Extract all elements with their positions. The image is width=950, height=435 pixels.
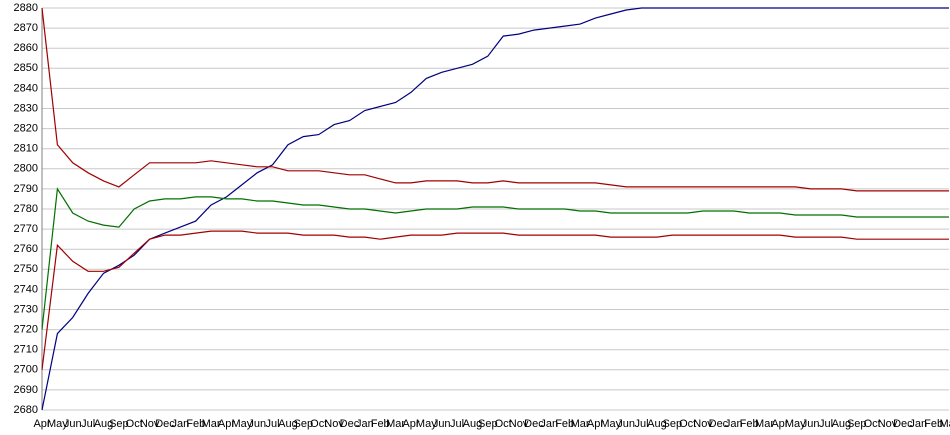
x-tick-label: Apr xyxy=(218,418,235,430)
y-tick-label: 2830 xyxy=(14,102,38,114)
x-tick-label: May xyxy=(416,418,437,430)
x-tick-label: Apr xyxy=(771,418,788,430)
x-tick-label: Jan xyxy=(725,418,743,430)
x-tick-label: Jul xyxy=(819,418,833,430)
y-tick-label: 2720 xyxy=(14,324,38,336)
x-tick-label: Feb xyxy=(555,418,574,430)
series-line xyxy=(41,7,949,411)
series-line xyxy=(41,230,949,370)
x-tick-label: Mar xyxy=(755,418,774,430)
y-tick-label: 2710 xyxy=(14,344,38,356)
x-tick-label: Dec xyxy=(524,418,544,430)
x-tick-label: Dec xyxy=(340,418,360,430)
y-tick-label: 2770 xyxy=(14,223,38,235)
y-tick-label: 2850 xyxy=(14,62,38,74)
x-tick-label: Apr xyxy=(33,418,50,430)
y-tick-label: 2810 xyxy=(14,143,38,155)
y-tick-label: 2680 xyxy=(14,404,38,416)
x-tick-label: Sep xyxy=(847,418,867,430)
x-tick-label: Feb xyxy=(924,418,943,430)
x-tick-label: Jul xyxy=(81,418,95,430)
y-tick-label: 2820 xyxy=(14,123,38,135)
y-tick-label: 2750 xyxy=(14,263,38,275)
x-tick-label: May xyxy=(231,418,252,430)
x-tick-label: Dec xyxy=(709,418,729,430)
y-tick-label: 2690 xyxy=(14,384,38,396)
x-tick-label: May xyxy=(47,418,68,430)
y-tick-label: 2700 xyxy=(14,364,38,376)
x-tick-label: Mar xyxy=(940,418,950,430)
x-tick-label: Oct xyxy=(864,418,881,430)
x-tick-label: Sep xyxy=(662,418,682,430)
series-line xyxy=(41,187,949,330)
x-tick-label: Jul xyxy=(635,418,649,430)
x-tick-label: Jan xyxy=(540,418,558,430)
x-tick-label: Jul xyxy=(266,418,280,430)
x-tick-label: Oct xyxy=(495,418,512,430)
x-tick-label: Jan xyxy=(356,418,374,430)
x-tick-label: Jan xyxy=(171,418,189,430)
x-tick-label: Sep xyxy=(109,418,129,430)
x-tick-label: Aug xyxy=(94,418,114,430)
x-tick-label: Aug xyxy=(832,418,852,430)
x-tick-label: Oct xyxy=(126,418,143,430)
x-tick-label: Jun xyxy=(433,418,451,430)
x-tick-label: Oct xyxy=(679,418,696,430)
x-tick-label: Aug xyxy=(647,418,667,430)
y-tick-label: 2860 xyxy=(14,42,38,54)
x-tick-label: Aug xyxy=(463,418,483,430)
x-tick-label: Feb xyxy=(186,418,205,430)
y-tick-label: 2880 xyxy=(14,2,38,14)
x-tick-label: Jan xyxy=(909,418,927,430)
series-line xyxy=(41,7,949,192)
x-tick-label: Nov xyxy=(878,418,898,430)
y-tick-label: 2740 xyxy=(14,283,38,295)
x-tick-label: Jul xyxy=(450,418,464,430)
x-tick-label: Apr xyxy=(587,418,604,430)
x-tick-label: May xyxy=(600,418,621,430)
x-tick-label: Dec xyxy=(155,418,175,430)
x-tick-label: Nov xyxy=(693,418,713,430)
x-tick-label: Jun xyxy=(802,418,820,430)
x-tick-label: Mar xyxy=(386,418,405,430)
x-tick-label: Nov xyxy=(509,418,529,430)
x-tick-label: Feb xyxy=(371,418,390,430)
x-tick-label: Feb xyxy=(740,418,759,430)
x-tick-label: Aug xyxy=(278,418,298,430)
x-tick-label: Nov xyxy=(324,418,344,430)
x-tick-label: Nov xyxy=(140,418,160,430)
x-tick-label: Oct xyxy=(310,418,327,430)
x-tick-label: Sep xyxy=(478,418,498,430)
x-tick-label: Jun xyxy=(617,418,635,430)
x-tick-label: May xyxy=(785,418,806,430)
x-tick-label: Dec xyxy=(893,418,913,430)
x-tick-label: Apr xyxy=(402,418,419,430)
x-tick-label: Jun xyxy=(248,418,266,430)
y-tick-label: 2760 xyxy=(14,243,38,255)
y-tick-label: 2840 xyxy=(14,82,38,94)
y-tick-label: 2790 xyxy=(14,183,38,195)
y-tick-label: 2870 xyxy=(14,22,38,34)
x-tick-label: Sep xyxy=(294,418,314,430)
y-tick-label: 2780 xyxy=(14,203,38,215)
x-tick-label: Jun xyxy=(64,418,82,430)
x-tick-label: Mar xyxy=(571,418,590,430)
x-tick-label: Mar xyxy=(202,418,221,430)
y-tick-label: 2800 xyxy=(14,163,38,175)
y-tick-label: 2730 xyxy=(14,303,38,315)
